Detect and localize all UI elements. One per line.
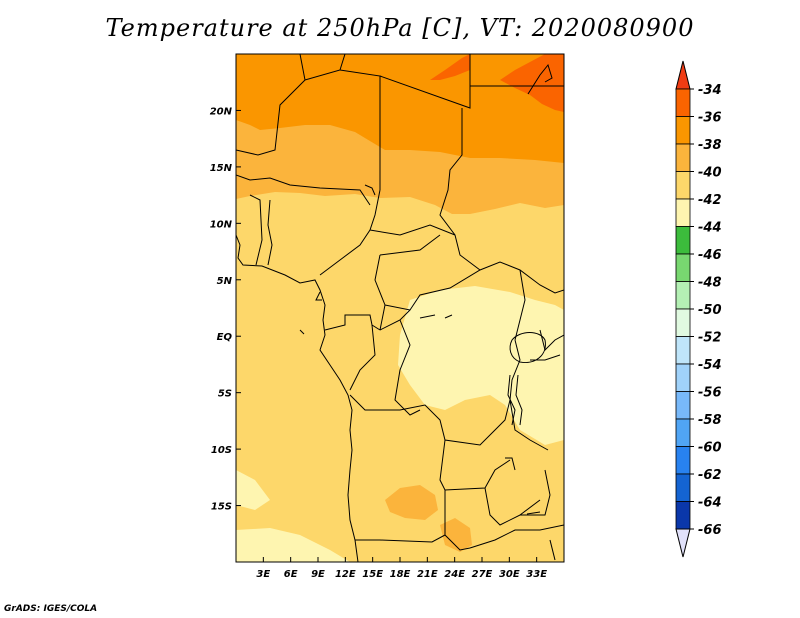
field-band-36-34-b bbox=[500, 54, 564, 112]
lon-tick-label: 24E bbox=[444, 569, 465, 580]
colorbar-label: -36 bbox=[698, 111, 722, 126]
lat-tick-label: 20N bbox=[210, 106, 233, 117]
field-band-36-34-a bbox=[430, 54, 470, 80]
colorbar-label: -42 bbox=[698, 193, 722, 208]
colorbar-segment bbox=[675, 253, 691, 282]
lat-tick-label: 5S bbox=[218, 389, 232, 400]
lon-tick-label: 30E bbox=[499, 569, 520, 580]
lon-tick-label: 12E bbox=[335, 569, 356, 580]
lat-tick-label: EQ bbox=[217, 332, 233, 343]
field-band-44-42-c bbox=[236, 470, 270, 510]
colorbar-segment bbox=[675, 336, 691, 365]
colorbar: -34 -36 -38 -40 -42 -44 -46 -48 -50 -52 -54 -56 -58 -… bbox=[675, 60, 722, 558]
colorbar-segment bbox=[675, 143, 691, 172]
colorbar-segment bbox=[675, 363, 691, 392]
colorbar-label: -56 bbox=[698, 386, 722, 401]
colorbar-underflow-triangle bbox=[675, 528, 691, 558]
colorbar-label: -52 bbox=[698, 331, 722, 346]
colorbar-segment bbox=[675, 473, 691, 502]
field-band-40-38-s2 bbox=[440, 518, 472, 552]
lon-tick-label: 15E bbox=[362, 569, 383, 580]
coastlines-borders bbox=[236, 54, 564, 562]
grads-credit: GrADS: IGES/COLA bbox=[4, 604, 98, 614]
colorbar-overflow-triangle bbox=[675, 60, 691, 90]
coastline-west bbox=[236, 234, 359, 562]
lat-tick-label: 15S bbox=[211, 502, 232, 513]
lon-tick-label: 6E bbox=[284, 569, 298, 580]
colorbar-segment bbox=[675, 171, 691, 200]
colorbar-label: -58 bbox=[698, 413, 722, 428]
map-title: Temperature at 250hPa [C], VT: 202008090… bbox=[105, 14, 695, 42]
colorbar-label: -40 bbox=[698, 166, 722, 181]
colorbar-label: -48 bbox=[698, 276, 722, 291]
lat-tick-label: 15N bbox=[210, 163, 233, 174]
field-band-44-42-b bbox=[236, 528, 350, 562]
colorbar-label: -44 bbox=[698, 221, 722, 236]
colorbar-segment bbox=[675, 226, 691, 255]
colorbar-label: -62 bbox=[698, 468, 722, 483]
field-band-38-36 bbox=[236, 54, 564, 163]
field-band-44-42-a bbox=[398, 286, 564, 445]
lon-tick-label: 33E bbox=[526, 569, 547, 580]
colorbar-label: -60 bbox=[698, 441, 722, 456]
axis-ticks: 3E 6E 9E 12E 15E 18E 21E 24E 27E 30E 33E 20N 15N 10N 5… bbox=[210, 106, 548, 580]
lon-tick-label: 3E bbox=[256, 569, 270, 580]
colorbar-label: -66 bbox=[698, 523, 722, 538]
colorbar-label: -46 bbox=[698, 248, 722, 263]
colorbar-segment bbox=[675, 198, 691, 227]
colorbar-segment bbox=[675, 281, 691, 310]
colorbar-segment bbox=[675, 88, 691, 117]
lon-tick-label: 9E bbox=[311, 569, 325, 580]
lon-tick-label: 18E bbox=[390, 569, 411, 580]
field-band-40-38-s1 bbox=[385, 485, 438, 520]
colorbar-segment bbox=[675, 308, 691, 337]
lon-tick-label: 21E bbox=[417, 569, 438, 580]
colorbar-label: -50 bbox=[698, 303, 722, 318]
lat-tick-label: 10S bbox=[211, 445, 232, 456]
coastline-east bbox=[527, 63, 553, 95]
lon-tick-label: 27E bbox=[472, 569, 493, 580]
colorbar-label: -54 bbox=[698, 358, 722, 373]
lat-tick-label: 5N bbox=[217, 276, 233, 287]
colorbar-segment bbox=[675, 116, 691, 145]
colorbar-segment bbox=[675, 391, 691, 420]
lat-tick-label: 10N bbox=[210, 219, 233, 230]
colorbar-segment bbox=[675, 501, 691, 530]
colorbar-segment bbox=[675, 446, 691, 475]
colorbar-label: -38 bbox=[698, 138, 722, 153]
colorbar-label: -34 bbox=[698, 83, 722, 98]
colorbar-label: -64 bbox=[698, 496, 722, 511]
colorbar-segment bbox=[675, 418, 691, 447]
